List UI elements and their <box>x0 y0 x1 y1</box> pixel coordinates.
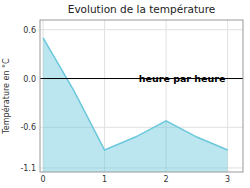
line <box>43 38 228 150</box>
chart-svg: -1.1 -0.6 0.0 0.6 0 1 2 3 heure par heure Evoluti… <box>0 0 250 188</box>
area-fill <box>43 38 228 172</box>
x-tick-label: 3 <box>225 175 230 184</box>
y-grid-line <box>40 29 243 30</box>
grid <box>40 20 243 172</box>
x-tick-label: 2 <box>164 175 169 184</box>
plot-frame <box>40 20 243 172</box>
y-tick-label: -0.6 <box>20 123 36 132</box>
data-group <box>43 38 228 172</box>
y-axis-label: Température en °C <box>1 58 11 135</box>
annotation: heure par heure <box>139 73 226 84</box>
plot-background <box>40 20 243 172</box>
x-tick-label: 1 <box>102 175 107 184</box>
y-tick-label: 0.6 <box>23 26 36 35</box>
x-tick-label: 0 <box>41 175 46 184</box>
title: Evolution de la température <box>68 3 215 15</box>
y-tick-label: 0.0 <box>23 75 36 84</box>
y-tick-label: -1.1 <box>20 164 36 173</box>
chart-container: -1.1 -0.6 0.0 0.6 0 1 2 3 heure par heure Evoluti… <box>0 0 250 188</box>
